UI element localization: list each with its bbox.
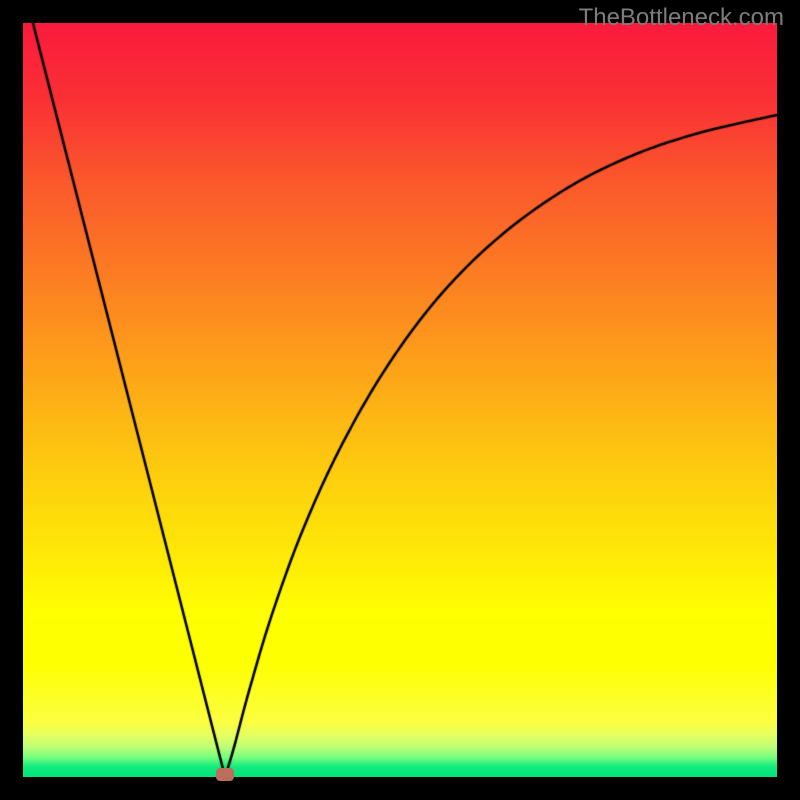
watermark-text: TheBottleneck.com	[579, 4, 784, 32]
chart-stage: TheBottleneck.com	[0, 0, 800, 800]
chart-gradient-background	[23, 23, 777, 777]
optimal-point-marker	[216, 768, 234, 781]
